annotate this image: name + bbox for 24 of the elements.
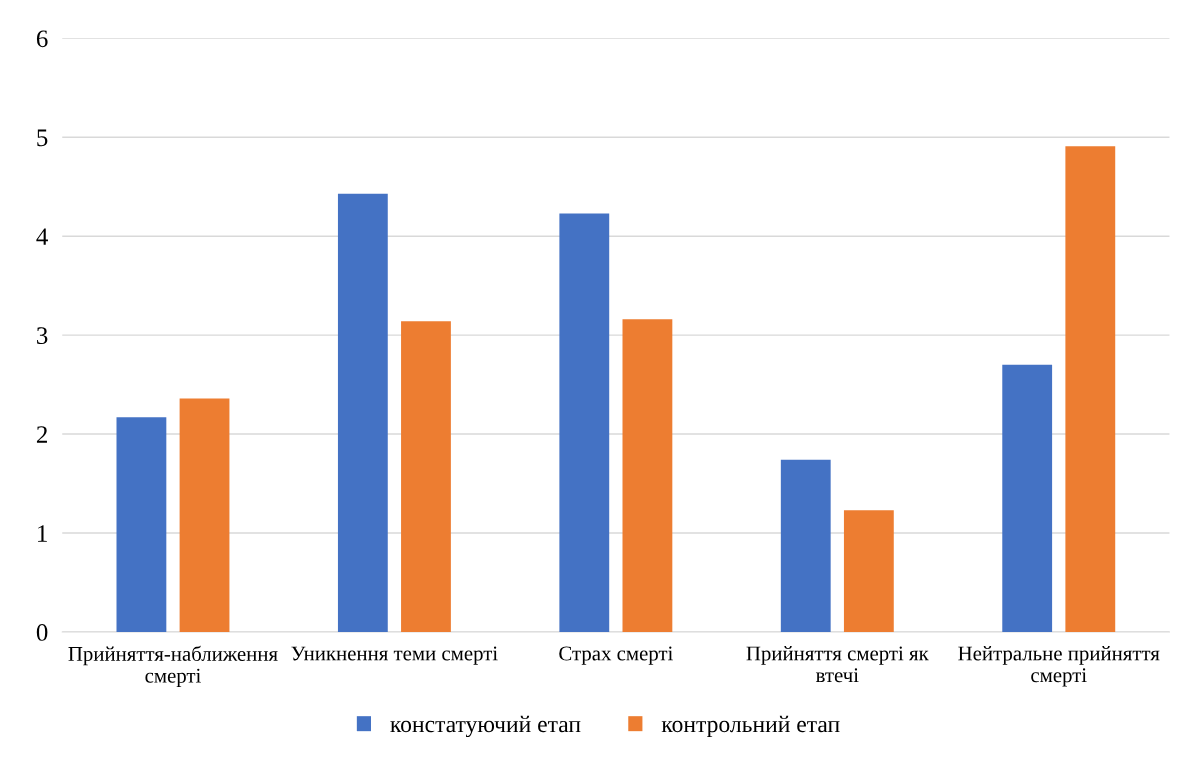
legend-label: контрольний етап [661,715,840,738]
y-tick-label: 0 [36,624,48,641]
bar [622,319,673,632]
legend-label: констатуючий етап [390,715,581,738]
bar [1002,364,1053,632]
x-tick-label: Уникнення теми смерті [291,646,498,665]
bar [559,213,610,632]
bar [116,417,167,632]
y-tick-label: 1 [38,525,47,542]
y-tick-label: 6 [36,30,48,48]
bar [401,321,451,632]
bar [843,510,894,632]
x-tick-label: Страх смерті [559,646,673,665]
x-tick-label: Прийняття смерті як втечі [746,646,929,683]
y-tick-label: 3 [37,327,48,345]
y-tick-label: 5 [37,129,48,147]
y-tick-label: 4 [36,228,48,245]
y-tick-label: 2 [36,426,47,443]
bar [337,193,388,632]
bar [179,398,230,632]
x-tick-label: Нейтральне прийняття смерті [958,646,1160,687]
bar [1065,146,1116,632]
x-tick-label: Прийняття-наближення смерті [68,645,278,687]
bar [780,459,831,632]
